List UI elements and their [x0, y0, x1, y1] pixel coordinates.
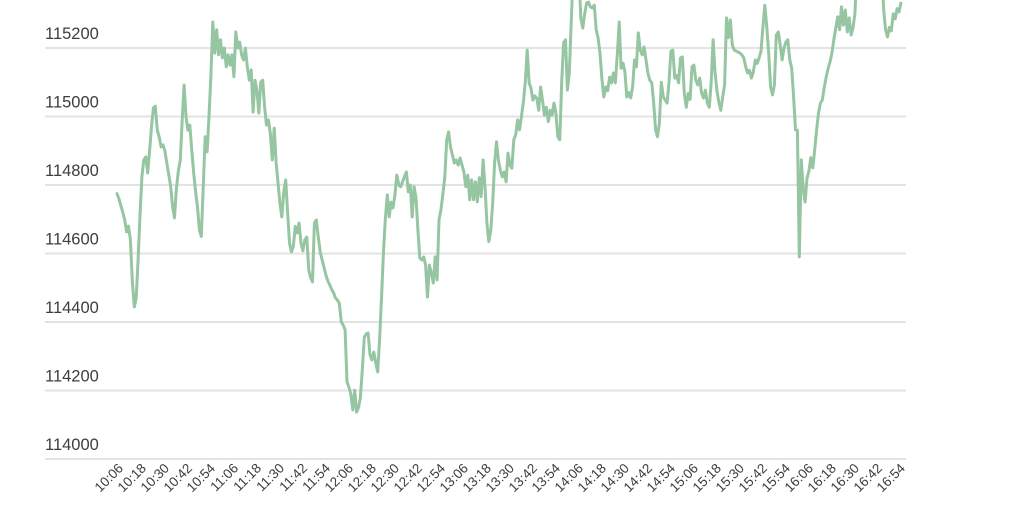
x-axis-labels: 10:0610:1810:3010:4210:5411:0611:1811:30… — [92, 460, 909, 495]
price-series — [115, 0, 903, 414]
y-tick-label: 114000 — [45, 436, 99, 454]
gridlines — [45, 47, 906, 460]
y-tick-label: 115000 — [45, 94, 99, 112]
y-tick-label: 114800 — [45, 162, 99, 180]
y-tick-label: 114600 — [45, 231, 99, 249]
price-line — [115, 0, 903, 414]
y-tick-label: 115200 — [45, 25, 99, 43]
y-tick-label: 114400 — [45, 299, 99, 317]
y-axis-labels: 114000 114200 114400 114600 114800 115000 1152… — [45, 25, 99, 454]
y-tick-label: 114200 — [45, 368, 99, 386]
